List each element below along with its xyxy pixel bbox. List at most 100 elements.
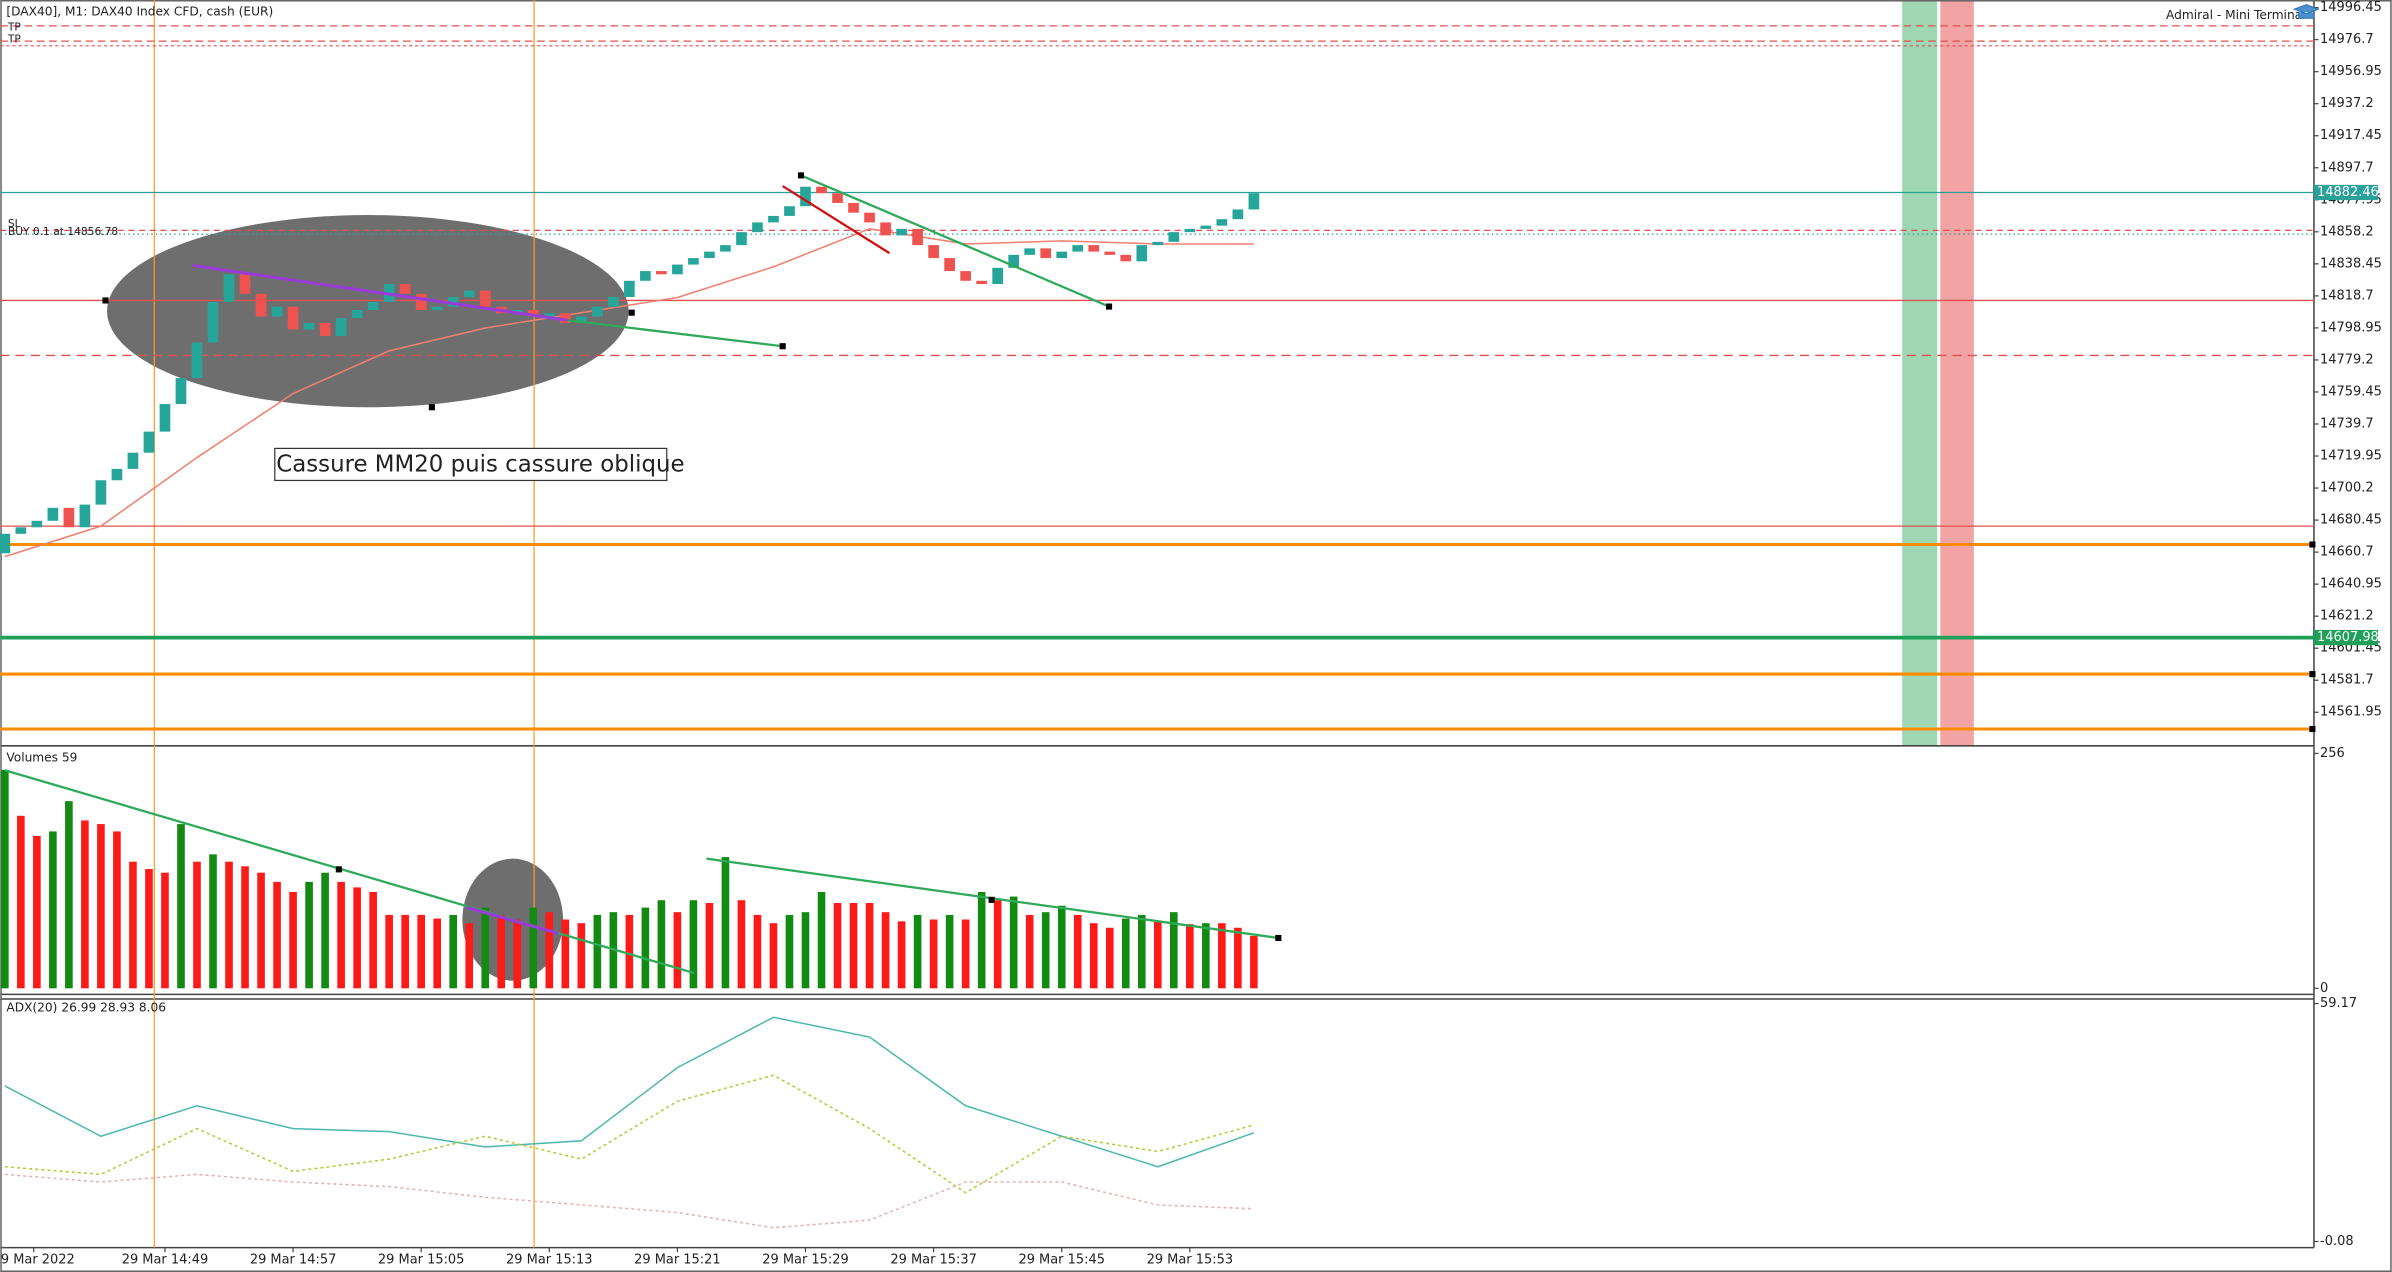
- y-tick-label: 14719.95: [2320, 449, 2382, 464]
- y-tick-label: 14680.45: [2320, 513, 2382, 528]
- volume-bar: [1089, 923, 1098, 989]
- x-tick-label: 29 Mar 15:13: [506, 1252, 593, 1267]
- candle: [1072, 245, 1084, 252]
- volume-bar: [721, 857, 730, 989]
- volume-bar: [881, 912, 890, 989]
- volume-bar: [481, 907, 490, 989]
- volume-bar: [1137, 914, 1146, 989]
- anchor: [1106, 303, 1113, 310]
- y-tick-label: 14660.7: [2320, 545, 2374, 560]
- drawings: [4, 172, 2316, 975]
- volume-bar: [689, 900, 698, 989]
- volume-bar: [1186, 924, 1194, 989]
- window-title: [DAX40], M1: DAX40 Index CFD, cash (EUR): [6, 5, 273, 19]
- volume-bar: [1250, 936, 1258, 989]
- indicator-line: [4, 1074, 1255, 1194]
- candle: [367, 301, 379, 310]
- x-tick-label: 29 Mar 15:05: [378, 1252, 465, 1267]
- x-tick-label: 29 Mar 15:37: [890, 1252, 977, 1267]
- volume-bar: [449, 914, 458, 989]
- candle: [848, 202, 859, 213]
- volume-bar: [177, 824, 185, 989]
- volume-bar: [865, 902, 874, 989]
- y-tick-label: 14779.2: [2320, 352, 2374, 367]
- anchor: [2309, 725, 2316, 733]
- candle: [1008, 254, 1020, 268]
- candle: [1024, 248, 1036, 255]
- volume-bar: [465, 923, 474, 989]
- candle: [127, 452, 139, 469]
- y-tick-label: 14976.7: [2320, 32, 2374, 47]
- candle: [768, 215, 779, 223]
- y-tick-label: 14700.2: [2320, 481, 2374, 496]
- order-label: TP: [7, 20, 22, 33]
- volume-bar: [737, 900, 746, 989]
- volume-bar: [1153, 921, 1162, 989]
- price-tag-label: 14607.98: [2317, 630, 2379, 645]
- moving-average: [4, 227, 1254, 558]
- y-tick-label: 14561.95: [2320, 705, 2382, 720]
- volume-bar: [97, 824, 105, 989]
- candle: [1152, 241, 1164, 246]
- candle: [111, 468, 123, 481]
- candle: [672, 264, 683, 275]
- candle: [912, 228, 923, 246]
- volume-bar: [833, 902, 842, 989]
- volume-bar: [65, 801, 73, 989]
- y-tick-label: 14739.7: [2320, 416, 2374, 431]
- candle: [1216, 219, 1228, 226]
- candle: [559, 313, 571, 323]
- y-tick-label: 14996.45: [2320, 0, 2382, 15]
- candle: [1104, 251, 1116, 255]
- panel-title: ADX(20) 26.99 28.93 8.06: [6, 1001, 166, 1015]
- candle: [800, 186, 811, 207]
- candle: [63, 507, 75, 528]
- volume-bar: [1121, 918, 1130, 989]
- trend-line: [4, 769, 695, 975]
- volume-bar: [337, 881, 345, 989]
- y-tick-label: 256: [2320, 746, 2345, 761]
- candle: [479, 290, 491, 307]
- candle: [720, 245, 731, 252]
- anchor: [335, 866, 342, 873]
- x-tick-label: 29 Mar 14:49: [122, 1252, 209, 1267]
- volume-bar: [193, 861, 201, 989]
- candle: [335, 318, 347, 336]
- y-tick-label: -0.08: [2320, 1234, 2354, 1249]
- panel-title: Volumes 59: [6, 751, 77, 765]
- volume-bar: [49, 831, 57, 989]
- candle: [431, 306, 443, 310]
- candle: [944, 258, 955, 272]
- candle: [896, 228, 907, 236]
- volume-bar: [849, 902, 858, 989]
- y-tick-label: 14798.95: [2320, 320, 2382, 335]
- volume-bar: [129, 861, 137, 989]
- volume-bar: [17, 815, 25, 989]
- price-tag-label: 14882.46: [2317, 185, 2379, 200]
- x-tick-label: 29 Mar 2022: [0, 1252, 75, 1267]
- volume-bar: [417, 914, 425, 989]
- x-tick-label: 29 Mar 15:21: [634, 1252, 721, 1267]
- candle: [1232, 209, 1244, 220]
- candle: [1088, 245, 1100, 252]
- candle: [575, 316, 587, 323]
- volume-bar: [897, 921, 906, 989]
- candle: [1136, 245, 1148, 262]
- order-label: BUY 0.1 at 14856.78: [8, 225, 119, 238]
- candle: [704, 251, 715, 259]
- volume-bar: [321, 872, 329, 989]
- candle: [880, 222, 891, 236]
- volume-bar: [577, 923, 586, 989]
- volume-bar: [273, 881, 281, 989]
- candle: [271, 306, 283, 317]
- indicator-line: [4, 1016, 1255, 1168]
- order-label: SL: [8, 217, 21, 230]
- price-tag: [2313, 629, 2379, 646]
- volume-bar: [113, 831, 121, 989]
- volume-bar: [913, 914, 922, 989]
- trend-line: [782, 185, 891, 255]
- candle: [223, 274, 235, 302]
- candle: [640, 271, 651, 281]
